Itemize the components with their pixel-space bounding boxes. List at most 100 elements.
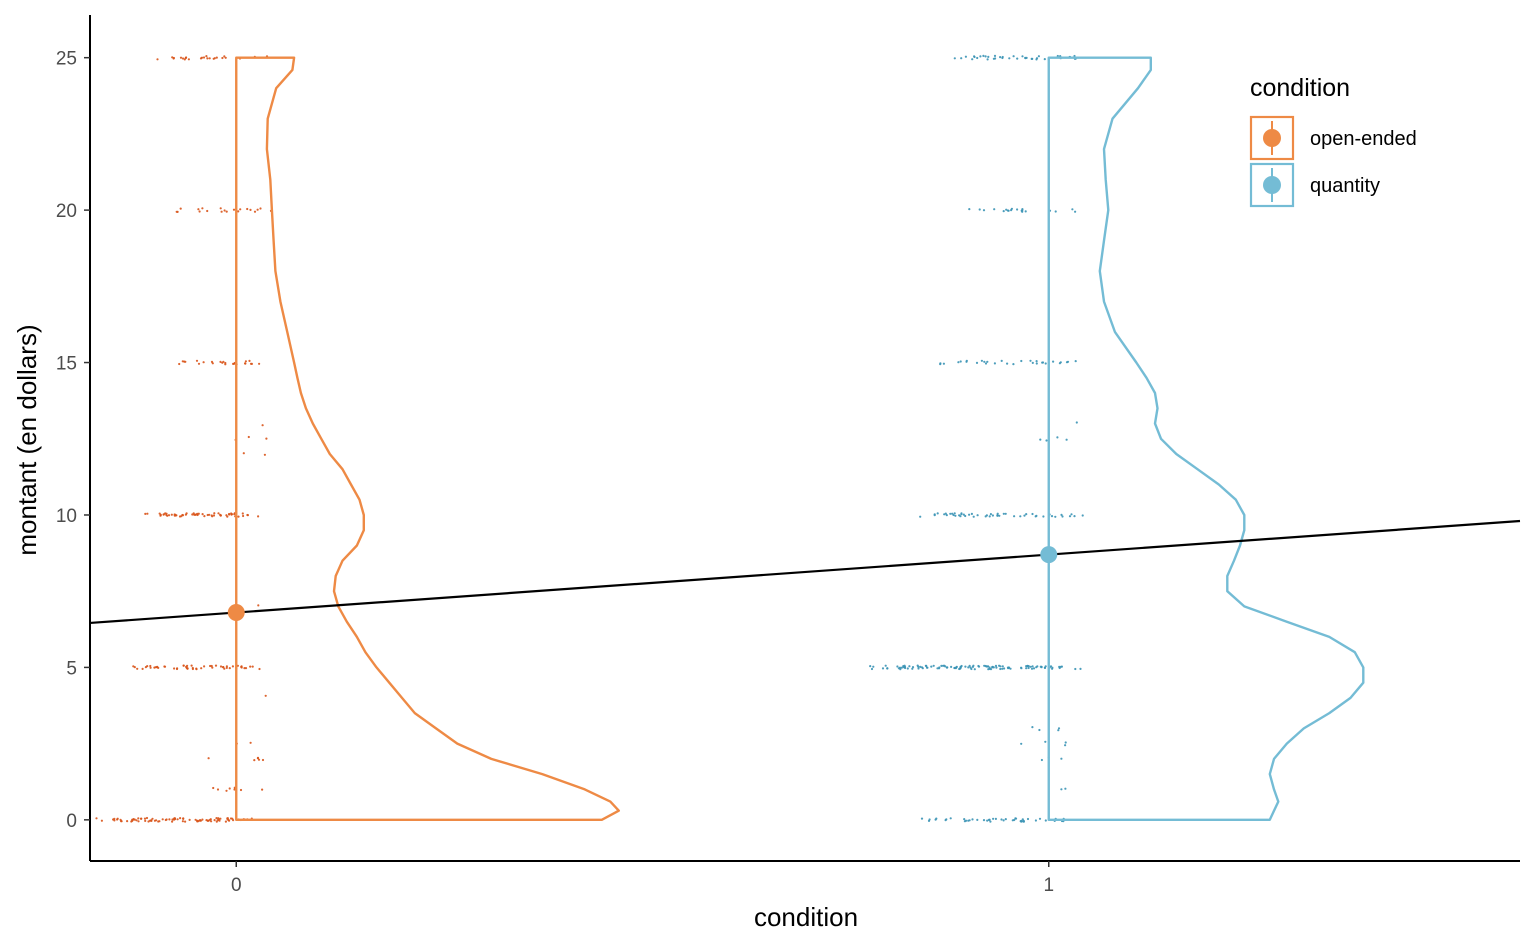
data-point (185, 512, 188, 515)
mean-point-quantity (1040, 546, 1058, 564)
data-point (179, 56, 183, 59)
data-point (181, 820, 184, 823)
data-point (938, 666, 941, 669)
data-point (171, 820, 174, 823)
data-point (145, 816, 149, 820)
data-point (225, 666, 228, 670)
data-point (978, 208, 981, 211)
data-point (219, 665, 223, 668)
data-point (1007, 666, 1011, 670)
data-point (1035, 362, 1038, 365)
data-point (239, 788, 243, 792)
data-point (225, 665, 228, 668)
data-point (982, 209, 986, 212)
data-point (1004, 818, 1007, 821)
data-point (182, 664, 185, 667)
data-point (1012, 363, 1015, 366)
data-point (1052, 360, 1055, 363)
data-point (141, 667, 144, 671)
legend-item: quantity (1249, 162, 1380, 208)
data-point (1050, 515, 1054, 518)
data-point (980, 359, 984, 362)
data-point (1010, 209, 1013, 212)
data-point (258, 362, 261, 365)
legend-item: open-ended (1249, 115, 1417, 161)
data-point (993, 54, 997, 58)
data-point (1006, 209, 1010, 212)
data-point (976, 514, 979, 517)
data-point (1035, 360, 1038, 363)
data-point (1074, 210, 1077, 213)
data-point (133, 666, 136, 669)
data-point (1074, 667, 1077, 671)
legend: condition open-ended quantity (1249, 74, 1417, 208)
data-point (944, 665, 947, 668)
data-point (256, 208, 259, 211)
data-point (232, 362, 235, 365)
data-point (187, 58, 190, 61)
data-point (225, 789, 228, 792)
data-point (180, 515, 183, 518)
data-point (199, 819, 202, 822)
data-point (153, 819, 156, 822)
data-point (1059, 665, 1062, 668)
data-point (930, 665, 933, 668)
data-point (1005, 208, 1008, 211)
data-point (994, 817, 998, 821)
data-point (1021, 818, 1024, 821)
data-point (1002, 819, 1005, 822)
data-point (205, 819, 208, 822)
data-point (226, 817, 229, 820)
data-point (219, 207, 222, 210)
data-point (176, 667, 179, 670)
data-point (196, 820, 199, 823)
data-point (220, 210, 223, 213)
data-point (1022, 819, 1025, 823)
legend-key-box (1249, 162, 1295, 208)
data-point (259, 207, 262, 210)
data-point (989, 668, 993, 671)
data-point (942, 664, 945, 667)
axes: 0 5 10 15 20 25 0 1 (56, 15, 1520, 896)
data-point (153, 666, 156, 669)
data-point (201, 207, 204, 210)
x-axis-title: condition (754, 902, 858, 932)
data-point (136, 667, 139, 670)
regression-line (89, 519, 1521, 625)
y-tick-label: 25 (56, 49, 77, 70)
data-point (1029, 665, 1032, 668)
data-point (957, 361, 960, 364)
data-point (964, 55, 968, 58)
data-point (140, 817, 143, 820)
data-point (971, 818, 974, 821)
data-point (1025, 667, 1028, 670)
data-point (258, 667, 261, 671)
data-point (1038, 728, 1041, 732)
data-point (247, 435, 250, 439)
data-point (181, 57, 185, 60)
data-point (249, 665, 252, 668)
data-point (133, 818, 136, 821)
data-point (1064, 741, 1067, 744)
data-point (244, 667, 248, 670)
data-point (163, 665, 167, 668)
data-point (976, 56, 979, 60)
data-point (1004, 512, 1007, 515)
data-point (1031, 361, 1034, 364)
series-open-ended (95, 55, 620, 823)
data-point (994, 664, 998, 668)
data-point (265, 437, 268, 440)
data-point (936, 512, 939, 515)
data-point (231, 665, 234, 668)
data-point (976, 818, 979, 822)
data-point (198, 210, 201, 213)
data-point (989, 513, 993, 516)
data-point (1030, 667, 1034, 670)
data-point (998, 664, 1001, 667)
data-point (232, 208, 236, 211)
data-point (1039, 438, 1042, 441)
mean-point-open-ended (227, 604, 245, 622)
data-point (1029, 359, 1032, 362)
data-point (1056, 436, 1059, 439)
data-point (958, 667, 961, 671)
